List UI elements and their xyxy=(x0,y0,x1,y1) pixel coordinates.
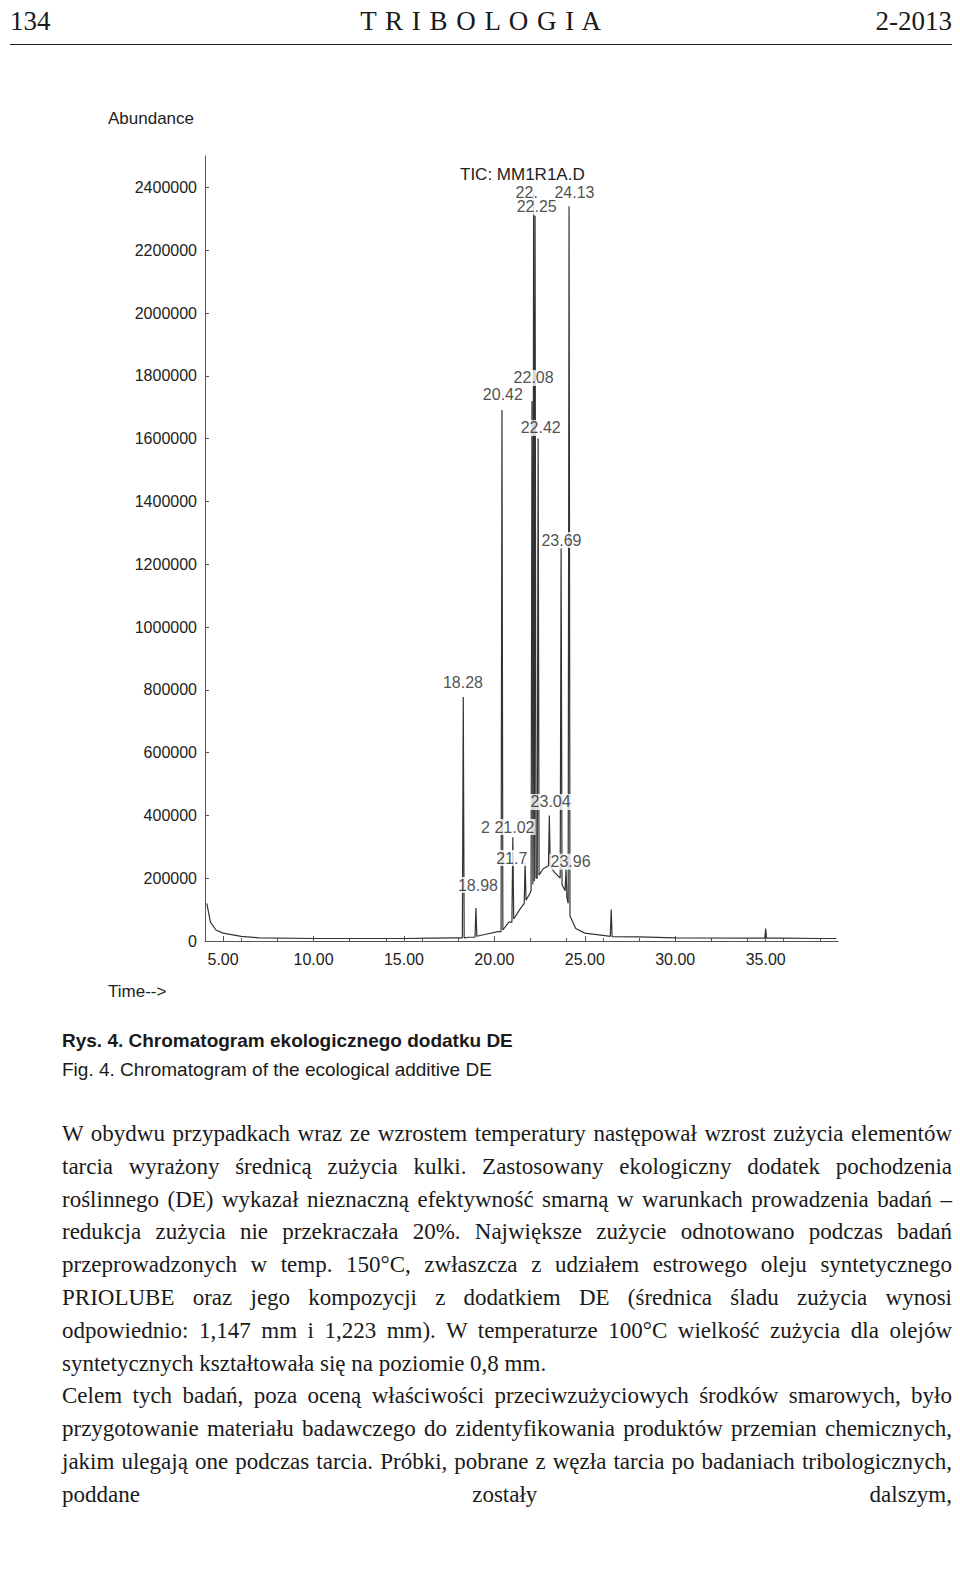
svg-text:800000: 800000 xyxy=(144,681,197,698)
html-text:134: 134 xyxy=(10,6,51,36)
html-text:Rys. 4. Chromatogram ekologicz: Rys. 4. Chromatogram ekologicznego dodat… xyxy=(62,1030,513,1051)
svg-text:22.08: 22.08 xyxy=(514,369,554,386)
svg-text:2400000: 2400000 xyxy=(135,179,197,196)
svg-text:24.13: 24.13 xyxy=(554,184,594,201)
html-text:2-2013: 2-2013 xyxy=(875,6,952,36)
svg-text:2000000: 2000000 xyxy=(135,305,197,322)
svg-text:Time-->: Time--> xyxy=(108,982,166,1001)
svg-text:18.28: 18.28 xyxy=(443,674,483,691)
svg-text:10.00: 10.00 xyxy=(293,951,333,968)
svg-text:25.00: 25.00 xyxy=(565,951,605,968)
svg-text:1400000: 1400000 xyxy=(135,493,197,510)
html-text:Celem tych badań, poza oceną w: Celem tych badań, poza oceną właściwości… xyxy=(62,1383,952,1507)
svg-text:5.00: 5.00 xyxy=(208,951,239,968)
svg-text:1600000: 1600000 xyxy=(135,430,197,447)
html-text:T R I B O L O G I A: T R I B O L O G I A xyxy=(360,6,602,36)
svg-text:20.00: 20.00 xyxy=(474,951,514,968)
svg-text:600000: 600000 xyxy=(144,744,197,761)
svg-text:TIC: MM1R1A.D: TIC: MM1R1A.D xyxy=(460,165,585,184)
svg-text:22.25: 22.25 xyxy=(517,198,557,215)
svg-text:23.69: 23.69 xyxy=(541,532,581,549)
svg-text:23.04: 23.04 xyxy=(531,793,571,810)
svg-text:1000000: 1000000 xyxy=(135,619,197,636)
svg-text:15.00: 15.00 xyxy=(384,951,424,968)
svg-text:200000: 200000 xyxy=(144,870,197,887)
svg-text:35.00: 35.00 xyxy=(746,951,786,968)
svg-text:2200000: 2200000 xyxy=(135,242,197,259)
svg-text:23.96: 23.96 xyxy=(550,853,590,870)
svg-text:1800000: 1800000 xyxy=(135,367,197,384)
svg-text:30.00: 30.00 xyxy=(655,951,695,968)
html-text:Fig. 4. Chromatogram of the ec: Fig. 4. Chromatogram of the ecological a… xyxy=(62,1059,492,1080)
svg-text:22.: 22. xyxy=(515,183,538,201)
svg-text:18.98: 18.98 xyxy=(458,877,498,894)
svg-text:22.42: 22.42 xyxy=(521,419,561,436)
svg-text:Abundance: Abundance xyxy=(108,109,194,128)
svg-text:1200000: 1200000 xyxy=(135,556,197,573)
svg-text:400000: 400000 xyxy=(144,807,197,824)
svg-text:0: 0 xyxy=(188,933,197,950)
html-text:W obydwu przypadkach wraz ze w: W obydwu przypadkach wraz ze wzrostem te… xyxy=(62,1121,952,1376)
svg-text:21.7: 21.7 xyxy=(496,850,527,867)
svg-text:2 21.02: 2 21.02 xyxy=(481,819,534,836)
svg-text:20.42: 20.42 xyxy=(483,386,523,403)
